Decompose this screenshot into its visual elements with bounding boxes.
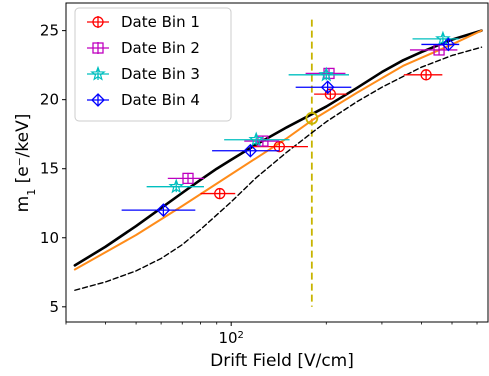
x-tick-label: 102 [218, 329, 243, 347]
y-tick-label: 15 [40, 160, 59, 178]
y-tick-label: 25 [40, 22, 59, 40]
legend-label: Date Bin 4 [121, 91, 200, 109]
y-axis-label-main: m [13, 196, 33, 213]
data-point [420, 69, 432, 81]
y-axis-label-unit: [e⁻/keV] [13, 114, 33, 189]
y-axis-label-sub: 1 [25, 189, 38, 196]
y-tick-label: 20 [40, 91, 59, 109]
legend-items: Date Bin 1 Date Bin 2 Date Bin 3 Date Bin 4 [87, 13, 200, 109]
data-point [257, 135, 269, 147]
data-point [248, 131, 265, 147]
legend-item-date-bin-2: Date Bin 2 [87, 39, 200, 57]
series-date-bin-3 [146, 30, 459, 194]
data-point [441, 37, 456, 52]
data-point [156, 203, 171, 218]
legend-label: Date Bin 1 [121, 13, 200, 31]
model-curve-1 [73, 29, 483, 267]
model-curve-3 [74, 46, 483, 291]
series-date-bin-2 [167, 44, 458, 185]
data-point [243, 143, 258, 158]
plot-frame [65, 2, 489, 323]
data-point [168, 178, 185, 194]
y-tick-label: 5 [49, 298, 59, 316]
legend-marker [90, 65, 106, 81]
legend-marker [92, 16, 104, 28]
legend-item-date-bin-1: Date Bin 1 [87, 13, 200, 31]
legend: Date Bin 1 Date Bin 2 Date Bin 3 Date Bin 4 [74, 7, 232, 122]
highlight-point [305, 111, 319, 125]
x-tick-label-base: 10 [218, 329, 237, 347]
model-curve-2 [73, 29, 483, 271]
data-point [214, 187, 226, 200]
legend-item-date-bin-3: Date Bin 3 [87, 65, 200, 83]
data-point [182, 172, 194, 185]
plot-area [73, 19, 483, 307]
legend-marker [92, 42, 104, 54]
data-point [323, 67, 335, 80]
legend-label: Date Bin 3 [121, 65, 200, 83]
legend-marker [91, 93, 105, 107]
data-point [435, 30, 451, 46]
data-point [318, 66, 335, 82]
legend-item-date-bin-4: Date Bin 4 [87, 91, 200, 109]
x-axis-label: Drift Field [V/cm] [210, 351, 354, 371]
y-tick-label: 10 [40, 229, 59, 247]
y-axis-label: m1 [e⁻/keV] [13, 114, 38, 213]
data-point [324, 88, 336, 100]
series-date-bin-4 [121, 37, 460, 218]
legend-box [74, 7, 232, 122]
x-tick-label-exponent: 2 [238, 330, 244, 341]
data-point [320, 80, 335, 95]
legend-label: Date Bin 2 [121, 39, 200, 57]
